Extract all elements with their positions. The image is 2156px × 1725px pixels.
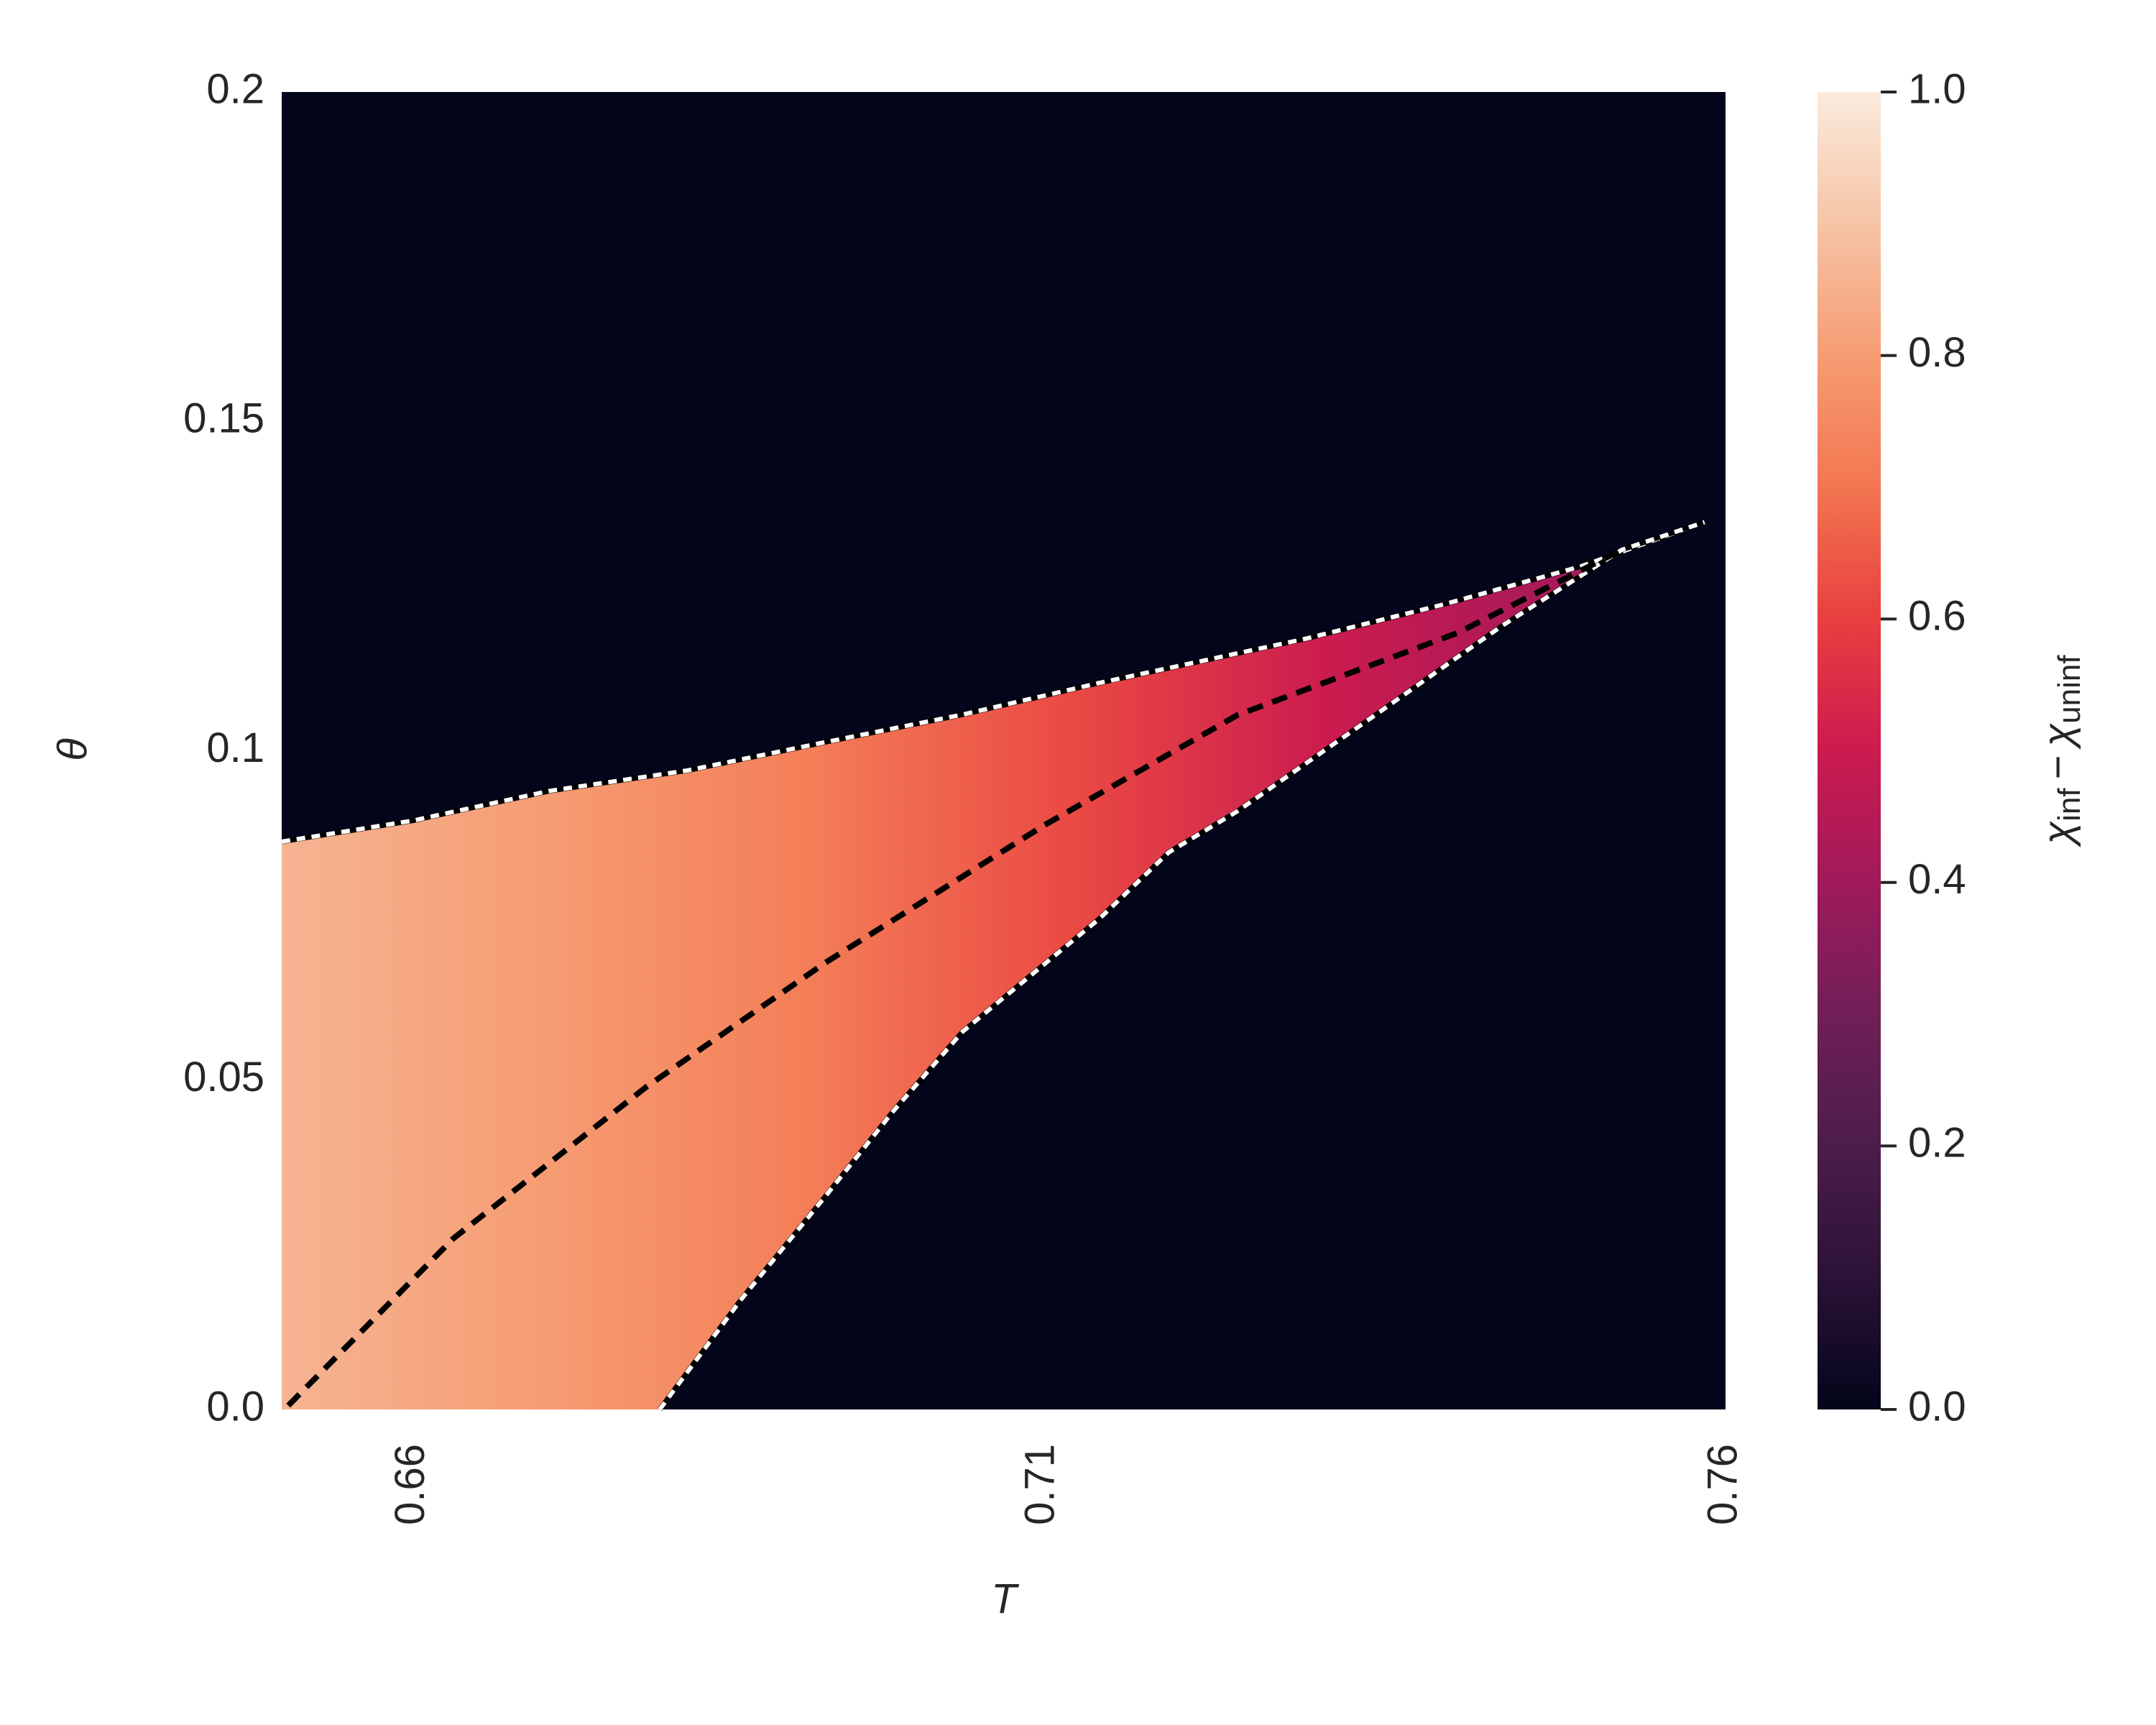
colorbar-label-symbol: χ [2035,723,2081,750]
colorbar-tick-label: 0.6 [1908,593,1966,640]
contour-line [658,520,1705,1411]
contour-line-base [281,520,1705,845]
colorbar-label: χinf−χuninf [2035,655,2086,848]
colorbar-tick-label: 1.0 [1908,65,1966,112]
x-axis-label: T [991,1576,1019,1622]
colorbar [1818,92,1881,1409]
x-tick-label: 0.76 [1699,1444,1746,1525]
colorbar-tick-label: 0.8 [1908,329,1966,376]
colorbar-tick-label: 0.0 [1908,1383,1966,1430]
colorbar-tick-label: 0.4 [1908,856,1966,903]
colorbar-label-subscript: uninf [2052,655,2087,724]
x-tick-label: 0.66 [387,1444,433,1525]
y-tick-label: 0.0 [206,1383,264,1430]
y-tick-label: 0.05 [183,1054,264,1100]
y-tick-label: 0.15 [183,395,264,442]
colorbar-label-symbol: χ [2035,821,2081,848]
colorbar-label-operator: − [2035,755,2081,780]
x-tick-label: 0.71 [1017,1444,1064,1525]
y-axis-label: θ [49,738,96,760]
colorbar-tick-label: 0.2 [1908,1120,1966,1167]
y-tick-label: 0.2 [206,65,264,112]
colorbar-label-subscript: inf [2052,788,2087,822]
y-tick-label: 0.1 [206,724,264,771]
contour-line [286,547,1623,1408]
